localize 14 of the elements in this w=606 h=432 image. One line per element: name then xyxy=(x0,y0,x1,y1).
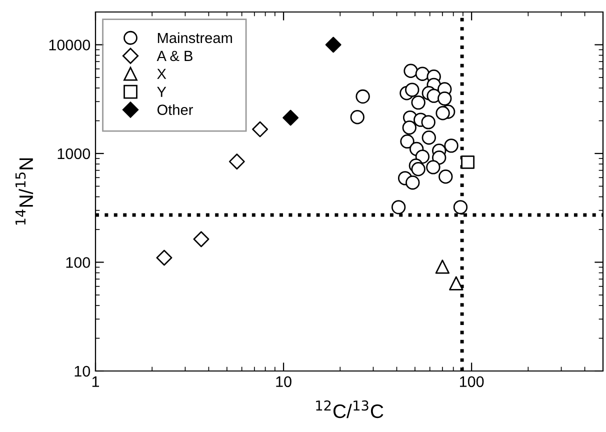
y-tick-label: 10000 xyxy=(49,40,90,50)
y-tick-label: 100 xyxy=(66,257,90,268)
x-tick-label: 10 xyxy=(276,376,292,388)
y-tick-label: 10 xyxy=(74,366,90,377)
legend-label: Y xyxy=(157,86,166,97)
x-tick-label: 1 xyxy=(92,376,100,387)
legend-label: X xyxy=(157,68,166,79)
x-axis-title: $^{12}$C/$^{13}$C xyxy=(316,400,384,418)
legend-label: Mainstream xyxy=(158,32,232,44)
legend-label: A & B xyxy=(156,50,192,62)
y-axis-title: $^{14}$N/$^{15}$N xyxy=(16,158,34,225)
y-tick-label: 1000 xyxy=(58,148,90,160)
x-tick-label: 100 xyxy=(460,376,484,388)
legend-label: Other xyxy=(157,104,193,116)
